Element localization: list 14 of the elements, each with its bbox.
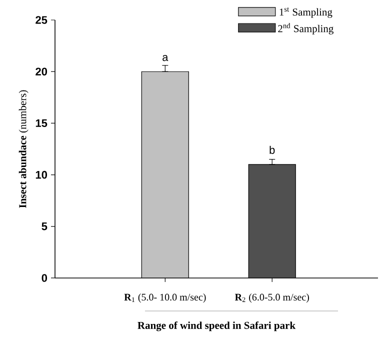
y-axis-title: Insect abundace (numbers) (18, 90, 28, 208)
x-axis-title: Range of wind speed in Safari park (138, 321, 296, 332)
y-tick-label: 5 (42, 222, 48, 230)
y-tick-label: 0 (42, 274, 48, 282)
y-tick-label: 10 (36, 170, 48, 179)
legend-label: 1$^{st}$ Sampling (280, 7, 332, 18)
legend-label: 2$^{nd}$ Sampling (278, 23, 334, 34)
annotation: b (270, 146, 275, 154)
y-tick-label: 25 (36, 16, 48, 24)
annotation: a (162, 55, 168, 62)
x-tick-label: R$_{1}$ (5.0- 10.0 m/sec) (124, 294, 206, 303)
y-tick-label: 20 (36, 68, 48, 76)
x-tick-label: R$_{2}$ (6.0-5.0 m/sec) (234, 294, 309, 303)
y-tick-label: 15 (36, 119, 48, 128)
